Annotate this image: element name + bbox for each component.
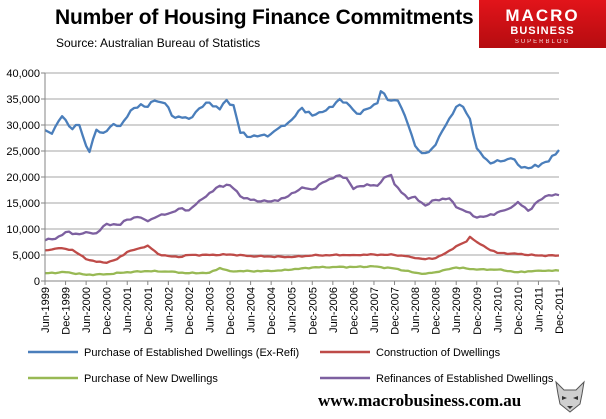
y-tick-label: 25,000 xyxy=(6,146,40,158)
logo-line-1: MACRO xyxy=(505,6,580,25)
website-url[interactable]: www.macrobusiness.com.au xyxy=(318,391,522,410)
x-tick-label: Jun-2001 xyxy=(122,287,134,333)
gridlines xyxy=(45,72,559,256)
y-axis-ticks: 0 5,000 10,000 15,000 20,000 25,000 30,000 35,0… xyxy=(6,68,45,288)
series-line-4 xyxy=(44,173,560,242)
x-tick-label: Dec-2002 xyxy=(184,287,196,335)
x-tick-label: Dec-2005 xyxy=(307,287,319,335)
legend-label: Purchase of Established Dwellings (Ex-Re… xyxy=(84,347,299,359)
x-tick-label: Jun-2010 xyxy=(492,287,504,333)
series-line-2 xyxy=(44,235,560,264)
y-tick-label: 40,000 xyxy=(6,68,40,80)
x-tick-label: Jun-2004 xyxy=(246,287,258,333)
x-tick-label: Dec-2004 xyxy=(266,287,278,335)
x-tick-label: Jun-2002 xyxy=(163,287,175,333)
legend: Purchase of Established Dwellings (Ex-Re… xyxy=(28,347,554,385)
legend-label: Purchase of New Dwellings xyxy=(84,373,218,385)
y-tick-label: 5,000 xyxy=(12,250,40,262)
y-tick-label: 10,000 xyxy=(6,224,40,236)
logo-line-2: BUSINESS xyxy=(510,25,575,37)
y-tick-label: 0 xyxy=(34,276,40,288)
x-tick-label: Jun-2000 xyxy=(81,287,93,333)
wolf-head-icon xyxy=(555,380,585,413)
x-tick-label: Dec-2008 xyxy=(431,287,443,335)
x-tick-label: Dec-2006 xyxy=(348,287,360,335)
x-tick-label: Jun-2007 xyxy=(369,287,381,333)
x-tick-label: Jun-2011 xyxy=(533,287,545,332)
series-line-3 xyxy=(44,264,560,277)
axes xyxy=(44,73,559,282)
series-lines xyxy=(44,90,560,277)
x-tick-label: Jun-2009 xyxy=(451,287,463,333)
y-tick-label: 30,000 xyxy=(6,120,40,132)
x-tick-label: Dec-1999 xyxy=(61,287,73,335)
macrobusiness-logo[interactable]: MACRO BUSINESS SUPERBLOG xyxy=(479,0,606,48)
y-tick-label: 20,000 xyxy=(6,172,40,184)
y-tick-label: 35,000 xyxy=(6,94,40,106)
x-tick-label: Dec-2001 xyxy=(143,287,155,335)
x-tick-label: Dec-2000 xyxy=(102,287,114,335)
legend-label: Refinances of Established Dwellings xyxy=(376,373,554,385)
x-tick-label: Dec-2011 xyxy=(554,287,566,334)
x-tick-label: Jun-2005 xyxy=(287,287,299,333)
x-tick-label: Dec-2009 xyxy=(472,287,484,335)
x-axis-ticks: Jun-1999 Dec-1999 Jun-2000 Dec-2000 Jun-2001… xyxy=(40,281,566,335)
logo-line-3: SUPERBLOG xyxy=(514,39,571,45)
x-tick-label: Dec-2010 xyxy=(513,287,525,335)
x-tick-label: Jun-2003 xyxy=(204,287,216,333)
chart-subtitle: Source: Australian Bureau of Statistics xyxy=(56,36,261,50)
x-tick-label: Dec-2003 xyxy=(225,287,237,335)
x-tick-label: Jun-1999 xyxy=(40,287,52,333)
chart-title: Number of Housing Finance Commitments xyxy=(55,6,474,29)
x-tick-label: Jun-2006 xyxy=(328,287,340,333)
x-tick-label: Dec-2007 xyxy=(390,287,402,335)
x-tick-label: Jun-2008 xyxy=(410,287,422,333)
y-tick-label: 15,000 xyxy=(6,198,40,210)
legend-label: Construction of Dwellings xyxy=(376,347,501,359)
series-line-1 xyxy=(44,90,560,170)
